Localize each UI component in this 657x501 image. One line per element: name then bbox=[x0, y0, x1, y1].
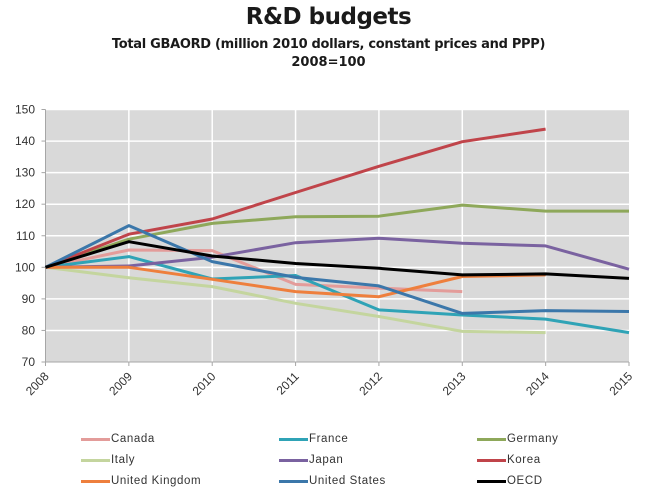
x-tick-label: 2011 bbox=[274, 369, 302, 397]
x-axis-ticks: 2008 2009 2010 2011 2012 2013 2014 2015 bbox=[23, 362, 635, 398]
line-chart: 70 80 90 100 110 120 130 140 150 2008 2009 2010 201… bbox=[15, 103, 635, 399]
series-line-oecd bbox=[45, 240, 630, 280]
legend-swatch bbox=[81, 437, 110, 441]
series-line-united-states bbox=[44, 224, 630, 315]
series-line-japan bbox=[45, 236, 630, 271]
legend-label: United Kingdom bbox=[111, 475, 202, 487]
legend-item-italy: Italy bbox=[81, 452, 135, 468]
legend-item-united-states: United States bbox=[279, 473, 386, 489]
legend-label: Germany bbox=[507, 433, 559, 445]
x-tick-label: 2009 bbox=[106, 369, 135, 398]
legend-swatch bbox=[279, 479, 308, 483]
series-line-united-kingdom bbox=[45, 265, 546, 299]
legend-swatch bbox=[279, 437, 308, 441]
legend-swatch bbox=[477, 458, 506, 462]
x-tick-label: 2013 bbox=[440, 369, 469, 398]
legend-label: United States bbox=[309, 475, 386, 487]
legend-label: Japan bbox=[309, 454, 344, 466]
y-tick-label: 120 bbox=[15, 197, 35, 211]
y-tick-label: 80 bbox=[22, 323, 36, 337]
legend-label: France bbox=[309, 433, 349, 445]
y-tick-label: 100 bbox=[15, 260, 35, 274]
y-tick-label: 110 bbox=[16, 229, 35, 243]
x-tick-label: 2012 bbox=[356, 369, 385, 398]
x-tick-label: 2015 bbox=[606, 369, 635, 398]
legend-label: Korea bbox=[507, 454, 541, 466]
legend-item-france: France bbox=[279, 431, 348, 447]
legend-swatch bbox=[81, 458, 110, 462]
y-tick-label: 90 bbox=[22, 292, 36, 306]
legend-label: Canada bbox=[111, 433, 155, 445]
legend-swatch bbox=[477, 437, 506, 441]
legend-item-canada: Canada bbox=[81, 431, 155, 447]
legend-label: Italy bbox=[111, 454, 136, 466]
x-tick-label: 2010 bbox=[190, 369, 219, 398]
x-tick-label: 2008 bbox=[23, 369, 52, 398]
legend-item-korea: Korea bbox=[477, 452, 541, 468]
series-lines bbox=[44, 127, 630, 335]
y-tick-label: 140 bbox=[15, 134, 35, 148]
legend-swatch bbox=[477, 479, 506, 483]
chart-subtitle: Total GBAORD (million 2010 dollars, cons… bbox=[111, 37, 546, 52]
legend-swatch bbox=[81, 479, 110, 483]
legend-item-united-kingdom: United Kingdom bbox=[81, 473, 201, 489]
legend-label: OECD bbox=[507, 475, 543, 487]
y-tick-label: 150 bbox=[15, 103, 35, 117]
series-line-canada bbox=[45, 248, 463, 294]
legend-item-germany: Germany bbox=[477, 431, 559, 447]
y-axis-ticks: 70 80 90 100 110 120 130 140 150 bbox=[15, 103, 46, 369]
x-tick-label: 2014 bbox=[523, 369, 552, 398]
chart-base-note: 2008=100 bbox=[291, 55, 366, 70]
series-line-italy bbox=[45, 265, 546, 335]
legend: Canada France Germany Italy Japan Korea United… bbox=[0, 430, 657, 496]
series-line-korea bbox=[44, 127, 546, 269]
series-line-germany bbox=[45, 203, 629, 269]
y-tick-label: 70 bbox=[22, 355, 36, 369]
legend-item-oecd: OECD bbox=[477, 473, 543, 489]
chart-title: R&D budgets bbox=[245, 4, 412, 30]
legend-item-japan: Japan bbox=[279, 452, 343, 468]
legend-swatch bbox=[279, 458, 308, 462]
y-tick-label: 130 bbox=[15, 166, 35, 180]
